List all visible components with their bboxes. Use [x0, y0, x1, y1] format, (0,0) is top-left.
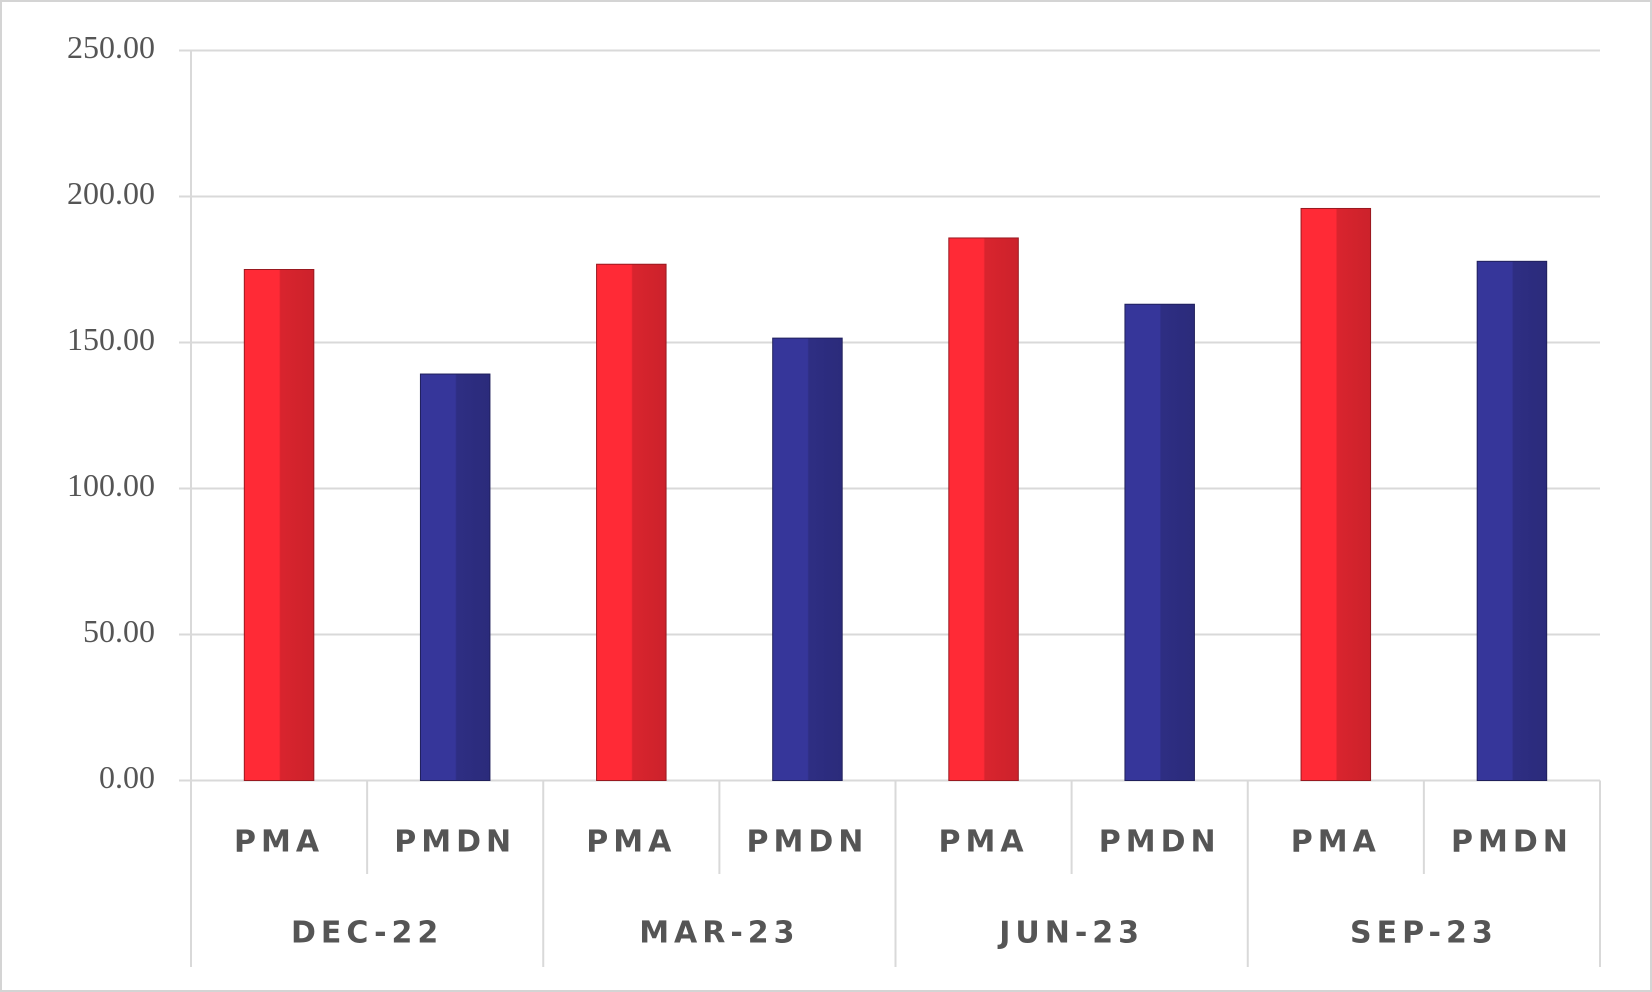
x-tick-label: PMDN	[1451, 825, 1573, 860]
y-tick-label: 200.00	[67, 175, 155, 211]
x-tick-label: PMA	[586, 825, 676, 860]
bar	[772, 337, 843, 781]
y-tick-label: 250.00	[67, 29, 155, 65]
x-tick-label: PMDN	[1099, 825, 1221, 860]
bar	[419, 373, 491, 781]
bar	[596, 263, 667, 781]
y-tick-label: 100.00	[67, 467, 155, 503]
x-group-label: MAR-23	[639, 916, 799, 951]
y-tick-label: 0.00	[99, 759, 155, 795]
x-group-label: JUN-23	[997, 916, 1144, 951]
x-tick-label: PMA	[1291, 825, 1381, 860]
x-tick-label: PMDN	[747, 825, 869, 860]
x-group-label: SEP-23	[1350, 916, 1498, 951]
x-tick-label: PMA	[234, 825, 324, 860]
bar	[1124, 303, 1195, 781]
bar	[1476, 260, 1548, 782]
y-tick-label: 50.00	[83, 613, 155, 649]
x-group-label: DEC-22	[291, 916, 443, 951]
bar	[948, 237, 1019, 782]
bar	[1300, 207, 1372, 782]
x-tick-label: PMA	[939, 825, 1029, 860]
y-tick-label: 150.00	[67, 321, 155, 357]
x-tick-label: PMDN	[394, 825, 516, 860]
bar	[243, 269, 315, 781]
